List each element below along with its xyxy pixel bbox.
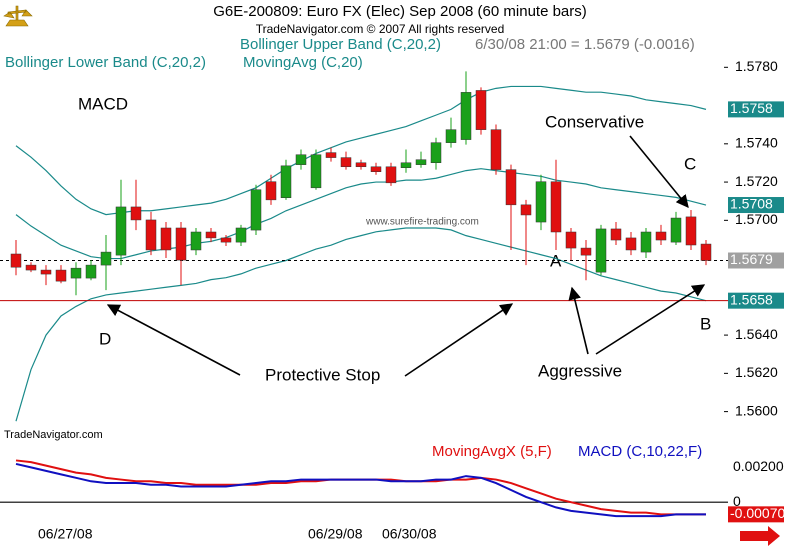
- candle-body: [355, 162, 367, 168]
- candle-body: [400, 162, 412, 168]
- candle-body: [40, 269, 52, 275]
- watermark: www.surefire-trading.com: [365, 217, 479, 228]
- candle-body: [370, 166, 382, 172]
- y-tick-label: 0.00200: [733, 458, 784, 474]
- candle-body: [505, 169, 517, 206]
- candle-body: [250, 189, 262, 231]
- candle-body: [160, 227, 172, 251]
- scroll-arrow[interactable]: [740, 526, 780, 546]
- candle-body: [445, 129, 457, 143]
- x-tick-label: 06/30/08: [382, 526, 437, 542]
- candle-body: [205, 231, 217, 239]
- y-tick-label: 1.5640: [735, 326, 778, 342]
- annotation: Aggressive: [538, 361, 622, 380]
- candle-body: [535, 181, 547, 223]
- legend-lower: Bollinger Lower Band (C,20,2): [5, 54, 206, 71]
- arrows: [106, 135, 706, 377]
- value-box-label: 1.5679: [730, 251, 773, 267]
- legend-middle: MovingAvg (C,20): [243, 54, 363, 71]
- candle-body: [10, 253, 22, 268]
- value-box-label: 1.5658: [730, 291, 773, 307]
- y-tick-label: 1.5620: [735, 364, 778, 380]
- value-box: [728, 197, 784, 214]
- candle-body: [460, 92, 472, 140]
- candle-body: [385, 166, 397, 184]
- candle-body: [115, 206, 127, 256]
- annotation: D: [99, 329, 111, 348]
- candle-body: [475, 90, 487, 130]
- chart-title: G6E-200809: Euro FX (Elec) Sep 2008 (60 …: [213, 3, 587, 20]
- candle-body: [190, 231, 202, 251]
- macd-line: [15, 459, 706, 516]
- annotation: B: [700, 314, 711, 333]
- legend-entry: MovingAvgX (5,F): [432, 443, 552, 460]
- candle-body: [550, 181, 562, 233]
- logo: [3, 5, 33, 27]
- candle-body: [655, 231, 667, 241]
- annotation: A: [550, 251, 562, 270]
- band-line: [15, 168, 707, 260]
- band-line: [15, 227, 707, 422]
- legend-upper: Bollinger Upper Band (C,20,2): [240, 36, 441, 53]
- candle-body: [640, 231, 652, 253]
- candle-body: [340, 157, 352, 168]
- y-tick-label: 1.5720: [735, 173, 778, 189]
- candle-body: [25, 264, 37, 271]
- candle-body: [70, 267, 82, 279]
- value-box: [728, 506, 784, 523]
- x-tick-label: 06/27/08: [38, 526, 93, 542]
- y-tick-label: 1.5740: [735, 135, 778, 151]
- macd-line: [15, 462, 706, 518]
- legend-entry: MACD (C,10,22,F): [578, 443, 702, 460]
- candle-body: [520, 204, 532, 216]
- value-box-label: -0.00070: [730, 505, 785, 521]
- candle-body: [235, 227, 247, 243]
- y-tick-label: 1.5600: [735, 402, 778, 418]
- y-tick-label: 1.5780: [735, 58, 778, 74]
- candle-body: [565, 231, 577, 249]
- y-tick-label: 0: [733, 493, 741, 509]
- value-box: [728, 292, 784, 309]
- annotation: C: [684, 154, 696, 173]
- candle-body: [595, 228, 607, 273]
- copyright: TradeNavigator.com © 2007 All rights res…: [256, 22, 505, 36]
- candle-body: [415, 159, 427, 165]
- candle-body: [685, 216, 697, 246]
- value-box: [728, 252, 784, 269]
- value-box-label: 1.5758: [730, 100, 773, 116]
- candle-body: [295, 154, 307, 165]
- candle-body: [175, 227, 187, 261]
- annotation: MACD: [78, 94, 128, 113]
- status: 6/30/08 21:00 = 1.5679 (-0.0016): [475, 36, 695, 53]
- candle-body: [220, 237, 232, 243]
- candle-body: [145, 219, 157, 251]
- candle-body: [130, 206, 142, 221]
- value-box: [728, 101, 784, 118]
- candle-body: [325, 152, 337, 158]
- source: TradeNavigator.com: [4, 429, 103, 441]
- candle-body: [85, 264, 97, 279]
- candle-body: [490, 129, 502, 170]
- candle-body: [430, 142, 442, 164]
- candle-body: [265, 181, 277, 201]
- candle-body: [625, 237, 637, 251]
- annotation: Protective Stop: [265, 365, 380, 384]
- candle-body: [670, 217, 682, 243]
- candle-body: [700, 243, 712, 261]
- annotation: Conservative: [545, 112, 644, 131]
- candle-body: [610, 228, 622, 241]
- candle-body: [310, 154, 322, 189]
- candle-body: [100, 251, 112, 266]
- candle-body: [55, 269, 67, 282]
- value-box-label: 1.5708: [730, 196, 773, 212]
- candle-body: [580, 247, 592, 256]
- candle-body: [280, 165, 292, 199]
- x-tick-label: 06/29/08: [308, 526, 363, 542]
- y-tick-label: 1.5700: [735, 211, 778, 227]
